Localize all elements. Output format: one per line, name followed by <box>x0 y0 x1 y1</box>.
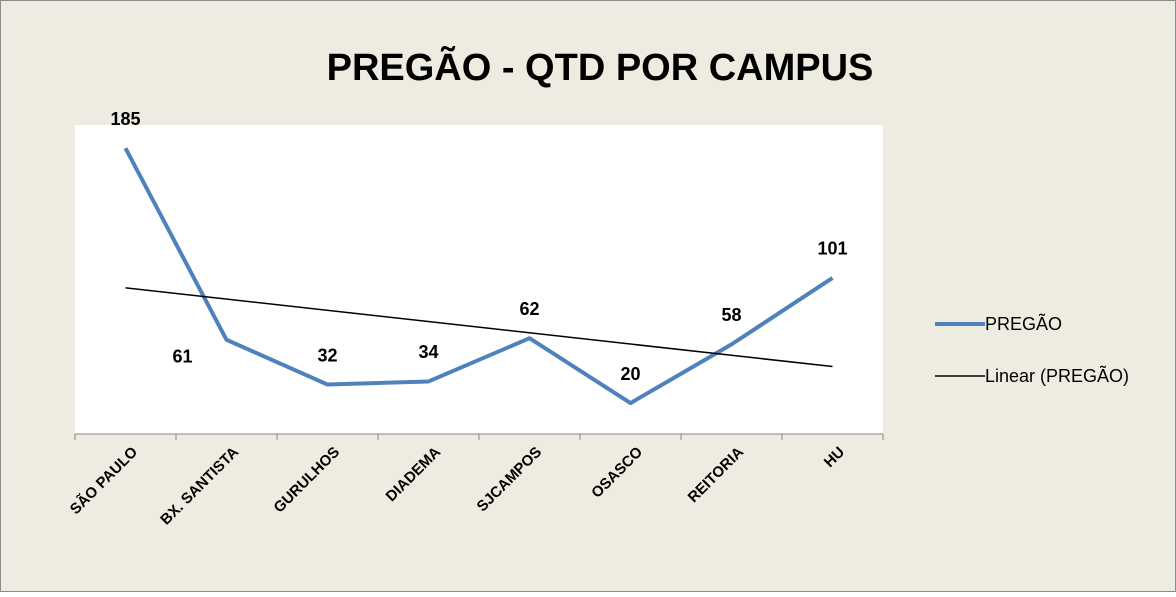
trendline <box>125 287 833 368</box>
data-label: 61 <box>172 347 192 367</box>
data-label: 185 <box>110 109 140 129</box>
data-label: 101 <box>817 239 847 259</box>
chart-title: PREGÃO - QTD POR CAMPUS <box>327 45 874 89</box>
data-label: 20 <box>620 364 640 384</box>
data-label: 32 <box>317 345 337 365</box>
data-label: 58 <box>721 305 741 325</box>
legend-label: PREGÃO <box>985 313 1062 334</box>
data-label: 34 <box>418 342 438 362</box>
data-label: 62 <box>519 299 539 319</box>
plot-area <box>75 125 883 434</box>
legend-label: Linear (PREGÃO) <box>985 365 1129 386</box>
